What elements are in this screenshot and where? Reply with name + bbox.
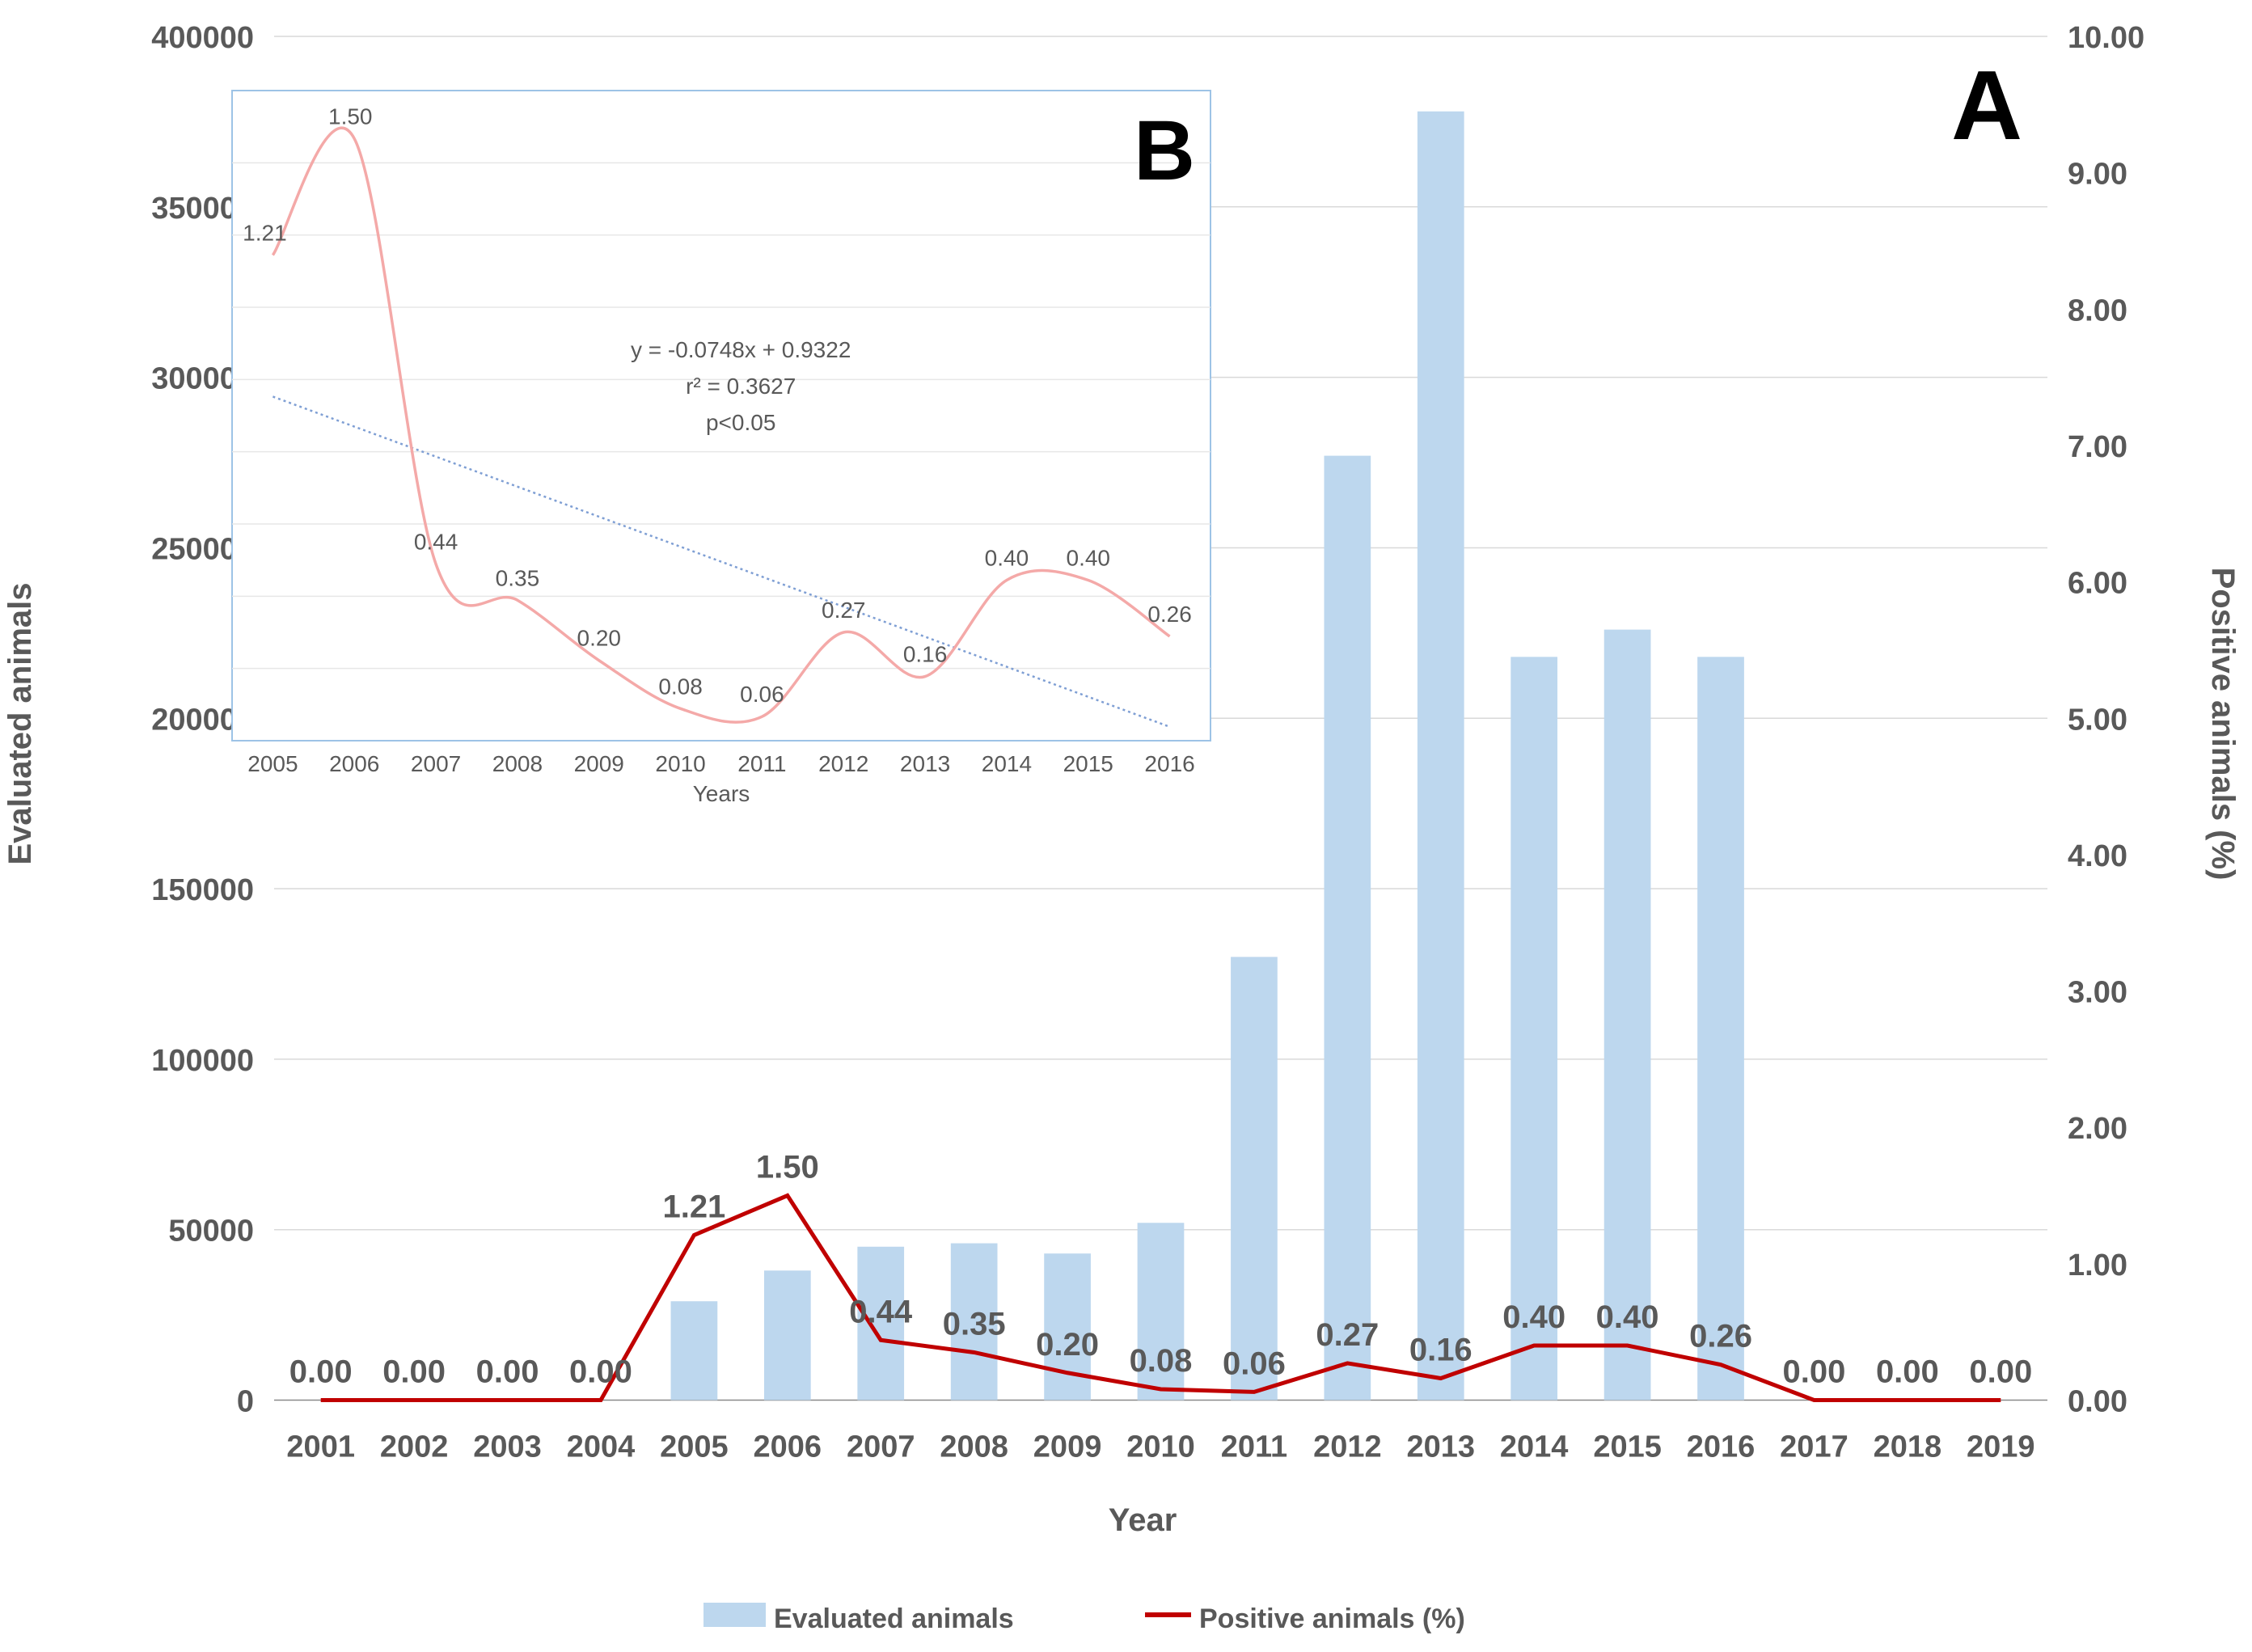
- svg-text:0.20: 0.20: [577, 626, 622, 651]
- svg-text:Positive animals (%): Positive animals (%): [1199, 1603, 1465, 1634]
- svg-text:400000: 400000: [151, 21, 254, 55]
- svg-text:2016: 2016: [1687, 1430, 1756, 1464]
- svg-text:2010: 2010: [1126, 1430, 1195, 1464]
- svg-text:2014: 2014: [1500, 1430, 1569, 1464]
- svg-text:150000: 150000: [151, 873, 254, 907]
- svg-text:2017: 2017: [1780, 1430, 1848, 1464]
- svg-text:1.50: 1.50: [756, 1150, 819, 1185]
- svg-text:2009: 2009: [574, 751, 624, 776]
- svg-text:2005: 2005: [247, 751, 298, 776]
- svg-text:0.00: 0.00: [382, 1354, 446, 1390]
- svg-text:2007: 2007: [847, 1430, 915, 1464]
- svg-text:0.40: 0.40: [1596, 1299, 1659, 1335]
- svg-text:0: 0: [237, 1385, 254, 1419]
- svg-text:2018: 2018: [1874, 1430, 1942, 1464]
- svg-text:Evaluated animals: Evaluated animals: [2, 582, 38, 864]
- svg-text:0.06: 0.06: [740, 682, 784, 707]
- svg-text:6.00: 6.00: [2068, 567, 2127, 601]
- svg-text:2012: 2012: [1313, 1430, 1382, 1464]
- svg-text:1.50: 1.50: [328, 104, 373, 129]
- svg-text:0.16: 0.16: [1409, 1333, 1472, 1368]
- svg-text:2013: 2013: [900, 751, 950, 776]
- svg-text:0.00: 0.00: [569, 1354, 632, 1390]
- svg-text:1.21: 1.21: [662, 1189, 725, 1224]
- svg-text:0.35: 0.35: [943, 1306, 1006, 1341]
- svg-text:2003: 2003: [473, 1430, 542, 1464]
- svg-text:2014: 2014: [982, 751, 1032, 776]
- svg-text:0.08: 0.08: [658, 674, 703, 699]
- svg-text:p<0.05: p<0.05: [706, 410, 775, 435]
- svg-text:10.00: 10.00: [2068, 21, 2144, 55]
- svg-text:Evaluated animals: Evaluated animals: [774, 1603, 1014, 1634]
- svg-text:Years: Years: [693, 781, 750, 806]
- svg-text:9.00: 9.00: [2068, 158, 2127, 192]
- svg-text:0.08: 0.08: [1130, 1343, 1193, 1379]
- svg-text:0.27: 0.27: [1316, 1317, 1379, 1353]
- svg-text:2019: 2019: [1967, 1430, 2035, 1464]
- svg-text:1.00: 1.00: [2068, 1249, 2127, 1282]
- svg-text:0.00: 0.00: [289, 1354, 353, 1390]
- svg-text:3.00: 3.00: [2068, 976, 2127, 1010]
- svg-text:B: B: [1134, 104, 1195, 198]
- svg-text:5.00: 5.00: [2068, 703, 2127, 737]
- svg-text:0.44: 0.44: [414, 530, 458, 555]
- svg-text:8.00: 8.00: [2068, 294, 2127, 327]
- svg-text:100000: 100000: [151, 1044, 254, 1078]
- svg-text:2008: 2008: [940, 1430, 1008, 1464]
- svg-text:2002: 2002: [380, 1430, 449, 1464]
- svg-text:Positive animals (%): Positive animals (%): [2205, 568, 2241, 881]
- svg-text:0.35: 0.35: [496, 565, 540, 590]
- svg-text:2004: 2004: [567, 1430, 636, 1464]
- svg-text:0.00: 0.00: [1783, 1354, 1846, 1390]
- svg-text:0.20: 0.20: [1036, 1327, 1099, 1363]
- svg-text:2010: 2010: [655, 751, 705, 776]
- svg-text:2.00: 2.00: [2068, 1112, 2127, 1146]
- svg-text:0.44: 0.44: [849, 1294, 913, 1329]
- svg-text:Year: Year: [1109, 1502, 1177, 1538]
- svg-text:y = -0.0748x + 0.9322: y = -0.0748x + 0.9322: [631, 337, 851, 362]
- svg-text:2012: 2012: [818, 751, 868, 776]
- svg-text:4.00: 4.00: [2068, 839, 2127, 873]
- svg-text:2008: 2008: [492, 751, 543, 776]
- svg-text:2013: 2013: [1406, 1430, 1475, 1464]
- svg-text:0.40: 0.40: [985, 545, 1029, 570]
- svg-text:2005: 2005: [660, 1430, 729, 1464]
- svg-text:r² = 0.3627: r² = 0.3627: [686, 374, 796, 399]
- svg-text:2015: 2015: [1063, 751, 1113, 776]
- svg-text:0.16: 0.16: [903, 642, 948, 667]
- svg-text:2009: 2009: [1033, 1430, 1102, 1464]
- svg-text:2011: 2011: [1221, 1430, 1287, 1464]
- svg-text:2011: 2011: [737, 751, 786, 776]
- svg-text:A: A: [1951, 50, 2022, 160]
- svg-text:0.40: 0.40: [1502, 1299, 1565, 1335]
- svg-text:0.26: 0.26: [1147, 602, 1192, 627]
- svg-text:0.40: 0.40: [1067, 545, 1111, 570]
- svg-text:7.00: 7.00: [2068, 430, 2127, 464]
- svg-text:2016: 2016: [1144, 751, 1194, 776]
- svg-text:2006: 2006: [754, 1430, 822, 1464]
- svg-text:2015: 2015: [1593, 1430, 1662, 1464]
- svg-text:1.21: 1.21: [243, 220, 287, 245]
- svg-text:0.06: 0.06: [1223, 1346, 1286, 1381]
- svg-text:0.00: 0.00: [2068, 1385, 2127, 1419]
- svg-text:2001: 2001: [286, 1430, 355, 1464]
- svg-text:0.00: 0.00: [1969, 1354, 2032, 1390]
- svg-text:0.26: 0.26: [1689, 1319, 1752, 1354]
- svg-text:0.00: 0.00: [476, 1354, 539, 1390]
- svg-text:50000: 50000: [168, 1215, 254, 1249]
- svg-text:0.00: 0.00: [1876, 1354, 1939, 1390]
- svg-text:2006: 2006: [329, 751, 379, 776]
- svg-text:2007: 2007: [411, 751, 461, 776]
- svg-text:0.27: 0.27: [822, 598, 866, 623]
